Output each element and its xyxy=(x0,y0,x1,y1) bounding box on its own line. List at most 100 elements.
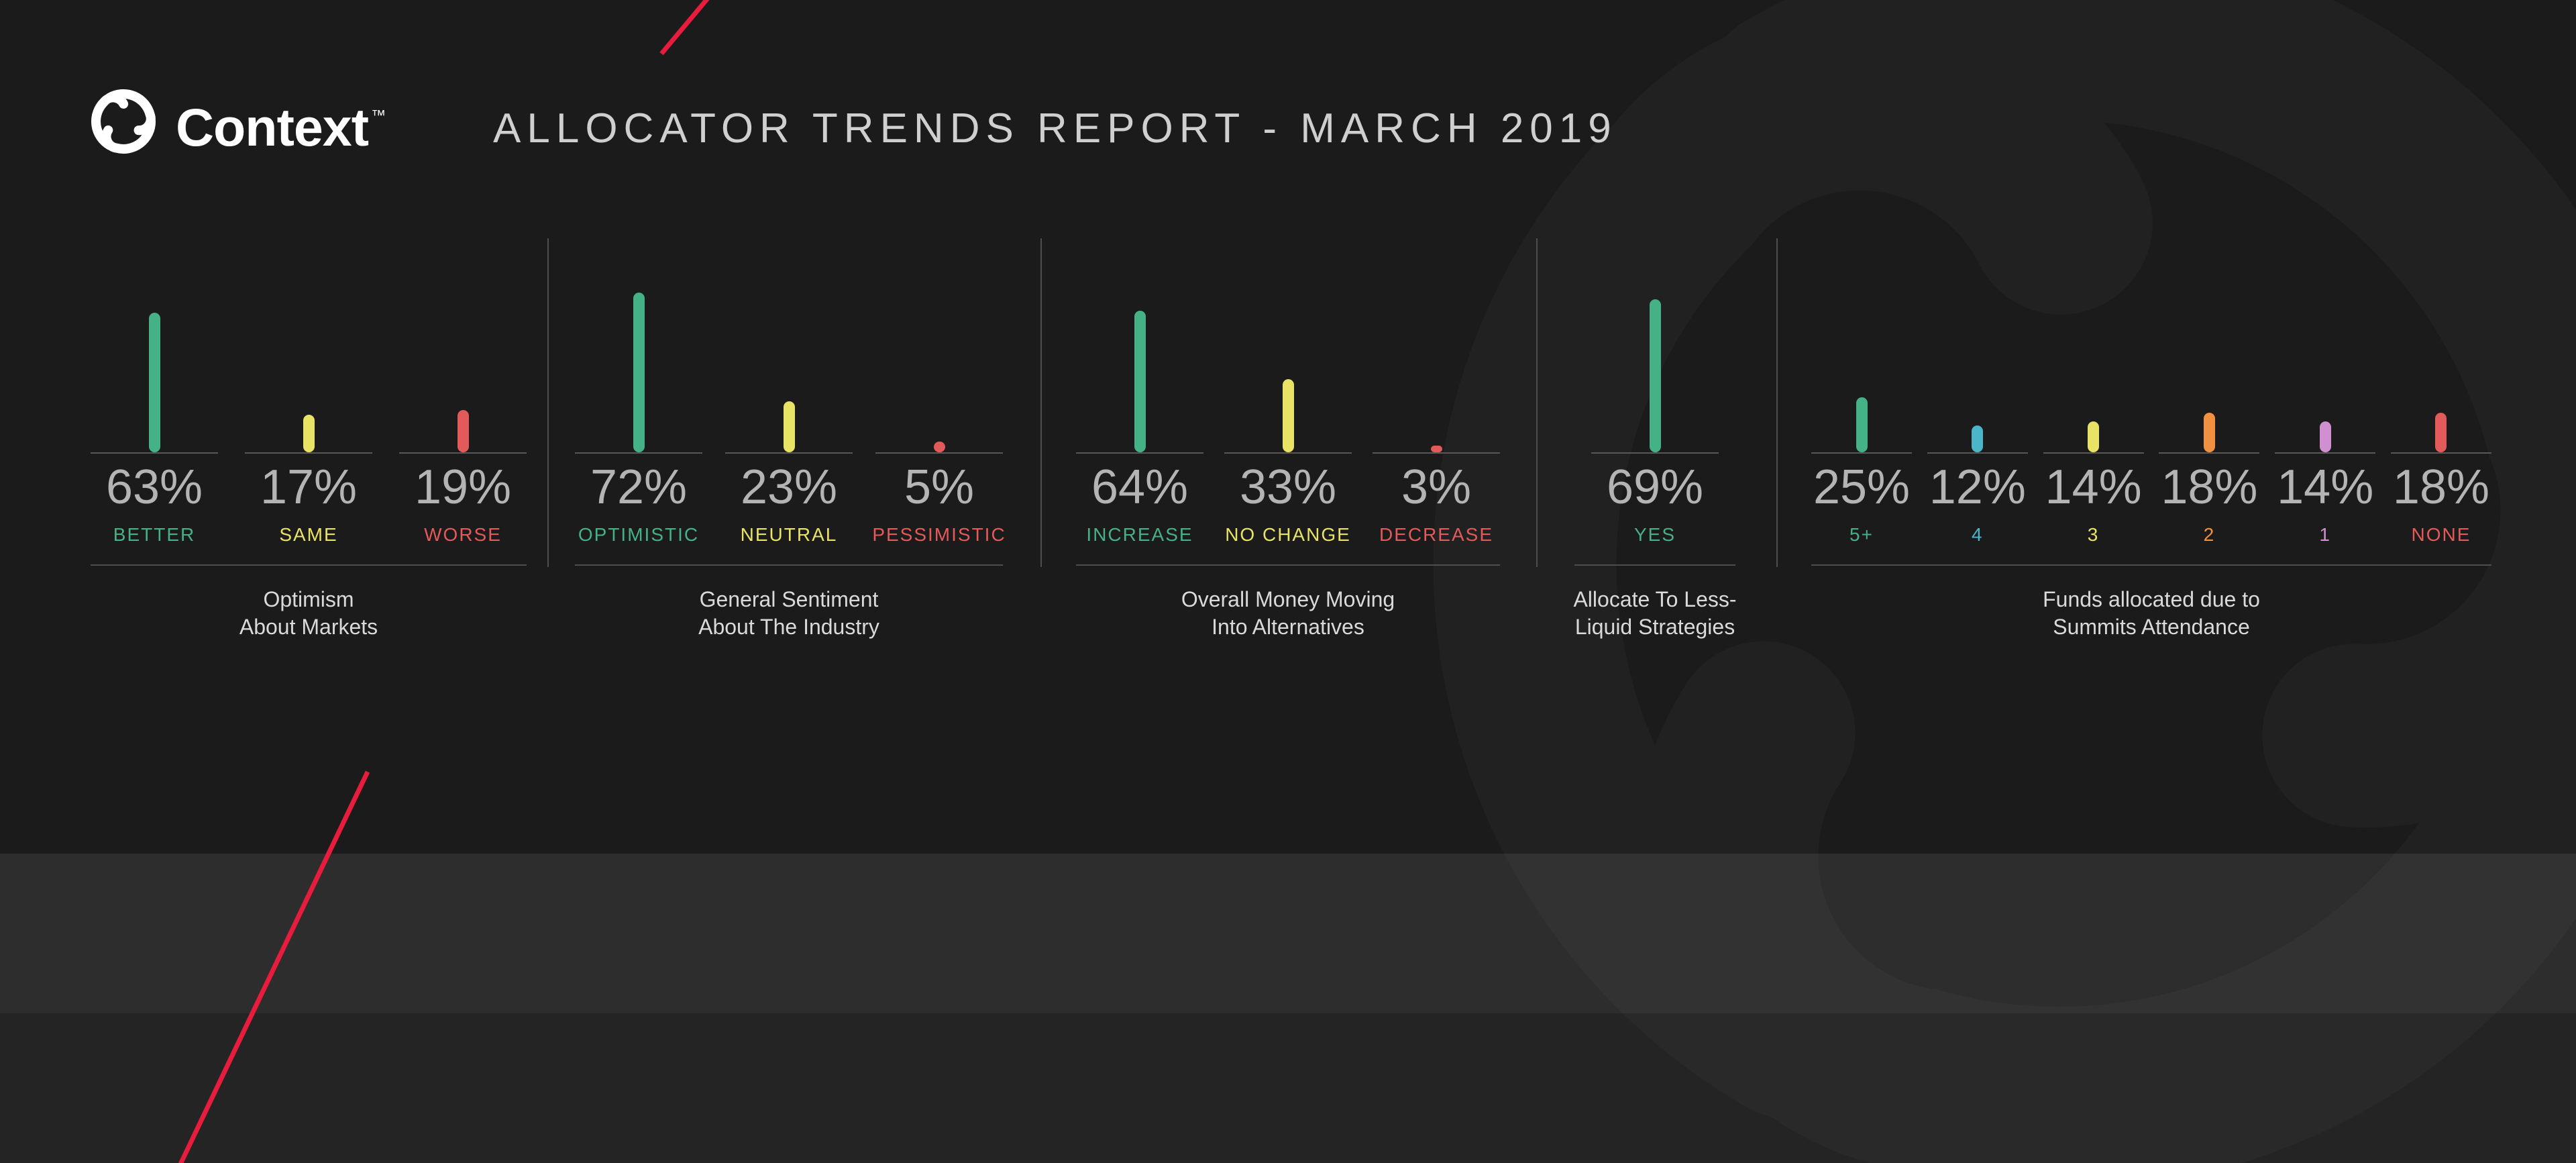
bar xyxy=(1430,446,1442,452)
accent-line-top xyxy=(659,0,710,56)
value-label: 12% xyxy=(1929,460,2026,514)
bar xyxy=(633,293,645,452)
caption-line: Funds allocated due to xyxy=(2043,587,2260,611)
category-label: WORSE xyxy=(424,524,502,545)
bar-zone xyxy=(1430,293,1442,452)
context-logo-icon xyxy=(87,85,160,158)
value-label: 69% xyxy=(1606,460,1704,514)
caption-line: Optimism xyxy=(263,587,354,611)
value-label: 14% xyxy=(2045,460,2142,514)
chart-column: 25% 5+ xyxy=(1811,293,1912,546)
bar-baseline xyxy=(1591,452,1719,454)
caption-line: Allocate To Less- xyxy=(1573,587,1737,611)
chart-columns: 25% 5+ 12% 4 14% 3 xyxy=(1811,293,2491,546)
bar-zone xyxy=(2319,293,2331,452)
value-label: 5% xyxy=(904,460,975,514)
chart-underline xyxy=(1574,564,1735,566)
category-label: INCREASE xyxy=(1086,524,1193,545)
chart-column: 33% NO CHANGE xyxy=(1224,293,1352,546)
bar-zone xyxy=(933,293,945,452)
caption-line: Summits Attendance xyxy=(2053,615,2250,639)
bar-baseline xyxy=(725,452,853,454)
caption-line: Overall Money Moving xyxy=(1181,587,1395,611)
header: Context ™ xyxy=(87,79,386,164)
chart-column: 69% YES xyxy=(1591,293,1719,546)
chart-money-into-alternatives: 64% INCREASE 33% NO CHANGE 3% DECREASE xyxy=(1076,293,1500,641)
bar-zone xyxy=(148,293,160,452)
bar-zone xyxy=(303,293,315,452)
chart-caption: Funds allocated due to Summits Attendanc… xyxy=(1811,586,2491,641)
caption-line: About The Industry xyxy=(698,615,879,639)
category-label: 4 xyxy=(1972,524,1984,545)
bar-zone xyxy=(1134,293,1146,452)
chart-underline xyxy=(575,564,1003,566)
chart-column: 18% 2 xyxy=(2159,293,2260,546)
bar xyxy=(1972,425,1984,452)
section-divider xyxy=(1536,238,1538,567)
chart-column: 12% 4 xyxy=(1927,293,2028,546)
bar-zone xyxy=(457,293,469,452)
category-label: NEUTRAL xyxy=(740,524,838,545)
bar-zone xyxy=(2088,293,2100,452)
chart-column: 14% 3 xyxy=(2043,293,2144,546)
category-label: YES xyxy=(1633,524,1676,545)
value-label: 18% xyxy=(2161,460,2258,514)
category-label: BETTER xyxy=(113,524,196,545)
bar-zone xyxy=(783,293,795,452)
bar-baseline xyxy=(1373,452,1500,454)
chart-caption: Allocate To Less- Liquid Strategies xyxy=(1573,586,1737,641)
bar-baseline xyxy=(875,452,1003,454)
chart-less-liquid-strategies: 69% YES Allocate To Less- Liquid Strateg… xyxy=(1573,293,1737,641)
bar xyxy=(148,313,160,452)
bar-zone xyxy=(1856,293,1868,452)
category-label: SAME xyxy=(279,524,338,545)
chart-column: 5% PESSIMISTIC xyxy=(872,293,1006,546)
chart-caption: Optimism About Markets xyxy=(91,586,527,641)
background-band-light xyxy=(0,854,2576,1013)
caption-line: About Markets xyxy=(239,615,378,639)
chart-column: 72% OPTIMISTIC xyxy=(575,293,702,546)
bar-baseline xyxy=(1224,452,1352,454)
bar-zone xyxy=(1649,293,1661,452)
bar-baseline xyxy=(2275,452,2376,454)
value-label: 25% xyxy=(1813,460,1911,514)
category-label: NONE xyxy=(2411,524,2471,545)
category-label: 2 xyxy=(2203,524,2216,545)
value-label: 19% xyxy=(414,460,512,514)
category-label: 5+ xyxy=(1849,524,1874,545)
chart-column: 23% NEUTRAL xyxy=(725,293,853,546)
bar xyxy=(1134,310,1146,452)
chart-underline xyxy=(91,564,527,566)
category-label: 3 xyxy=(2087,524,2100,545)
bar-zone xyxy=(2435,293,2447,452)
bar-baseline xyxy=(2043,452,2144,454)
chart-column: 14% 1 xyxy=(2275,293,2376,546)
value-label: 18% xyxy=(2392,460,2490,514)
chart-column: 64% INCREASE xyxy=(1076,293,1203,546)
caption-line: Into Alternatives xyxy=(1212,615,1364,639)
section-divider xyxy=(1040,238,1042,567)
chart-optimism-about-markets: 63% BETTER 17% SAME 19% WORSE xyxy=(91,293,527,641)
bar xyxy=(933,441,945,452)
category-label: 1 xyxy=(2319,524,2331,545)
chart-column: 19% WORSE xyxy=(399,293,527,546)
bar xyxy=(457,410,469,452)
chart-column: 3% DECREASE xyxy=(1373,293,1500,546)
brand-name: Context ™ xyxy=(176,79,386,164)
chart-column: 63% BETTER xyxy=(91,293,218,546)
chart-general-sentiment: 72% OPTIMISTIC 23% NEUTRAL 5% PESSIMISTI… xyxy=(575,293,1006,641)
category-label: NO CHANGE xyxy=(1225,524,1351,545)
value-label: 3% xyxy=(1401,460,1472,514)
bar-baseline xyxy=(245,452,372,454)
bar xyxy=(1649,299,1661,452)
chart-columns: 69% YES xyxy=(1574,293,1735,546)
value-label: 17% xyxy=(260,460,358,514)
chart-caption: General Sentiment About The Industry xyxy=(575,586,1003,641)
category-label: PESSIMISTIC xyxy=(872,524,1006,545)
bar-baseline xyxy=(1811,452,1912,454)
bar-baseline xyxy=(1927,452,2028,454)
chart-column: 17% SAME xyxy=(245,293,372,546)
value-label: 63% xyxy=(105,460,203,514)
chart-underline xyxy=(1811,564,2491,566)
